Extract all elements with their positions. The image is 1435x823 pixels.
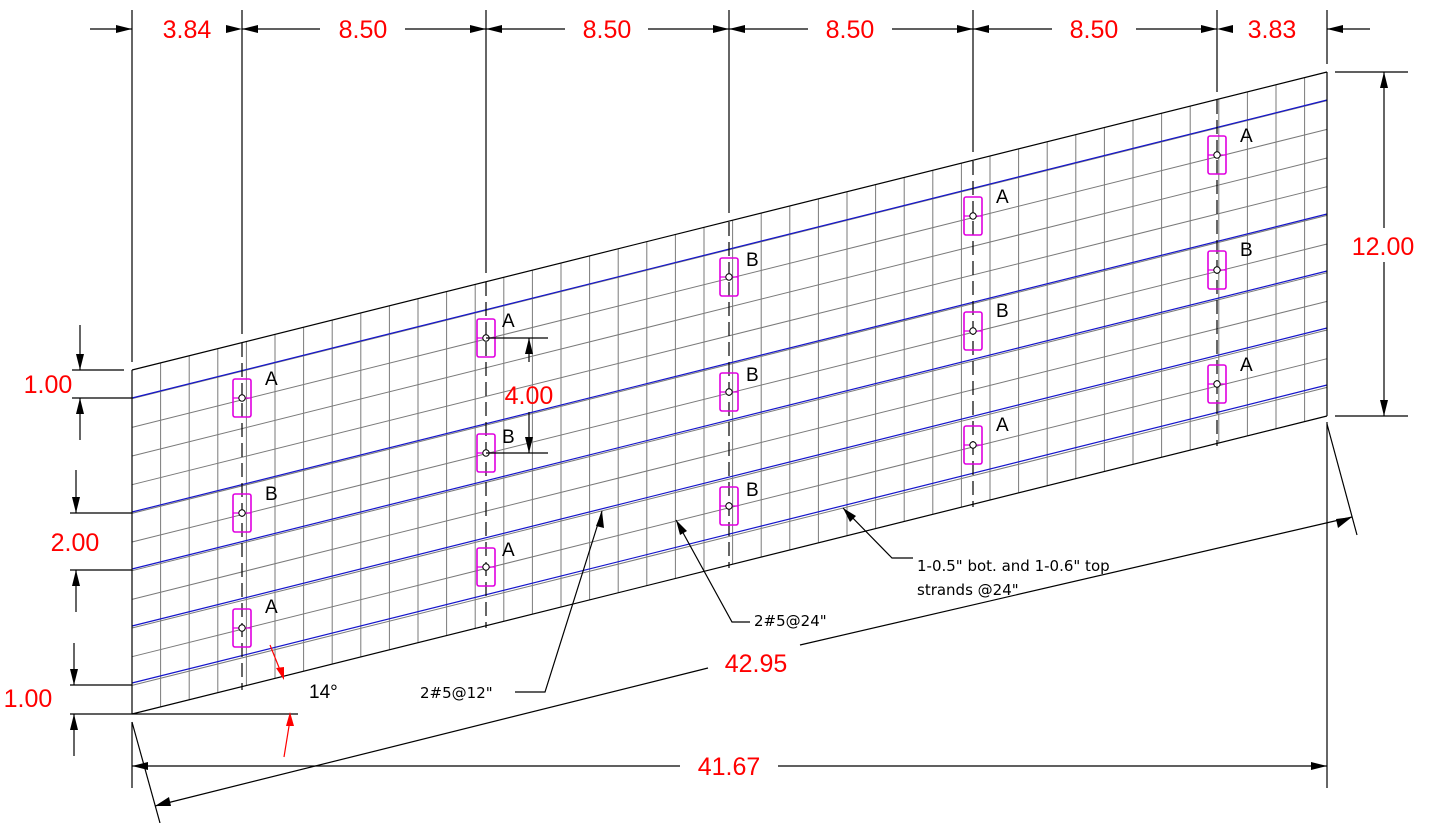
overall-length-label: 41.67 bbox=[698, 753, 761, 781]
lifting-insert bbox=[1207, 135, 1227, 175]
insert-center bbox=[725, 502, 733, 510]
top-dim-4-label: 8.50 bbox=[826, 16, 875, 44]
insert-label: B bbox=[1240, 240, 1253, 261]
lifting-insert bbox=[963, 196, 983, 236]
insert-spacing-dimension: 4.00 bbox=[486, 337, 554, 454]
insert-center bbox=[238, 394, 246, 402]
insert-label: B bbox=[996, 301, 1009, 322]
top-dim-1-label: 3.84 bbox=[163, 16, 212, 44]
skew-length-label: 42.95 bbox=[725, 650, 788, 678]
dim-segment-4 bbox=[729, 25, 973, 33]
insert-center bbox=[482, 563, 490, 571]
inner-dim-label: 4.00 bbox=[505, 382, 554, 410]
skew-angle-label: 14° bbox=[309, 682, 338, 703]
top-dim-2-label: 8.50 bbox=[339, 16, 388, 44]
insert-center bbox=[969, 212, 977, 220]
top-dim-6-label: 3.83 bbox=[1248, 16, 1297, 44]
lifting-insert bbox=[963, 425, 983, 465]
bars-24-note: 2#5@24" bbox=[754, 612, 827, 630]
lifting-insert bbox=[719, 257, 739, 297]
insert-label: B bbox=[746, 365, 759, 386]
insert-label: A bbox=[502, 540, 515, 561]
insert-label: A bbox=[996, 415, 1009, 436]
strand-note-line1: 1-0.5" bot. and 1-0.6" top bbox=[917, 557, 1110, 575]
lifting-insert bbox=[232, 608, 252, 648]
top-dim-5-label: 8.50 bbox=[1070, 16, 1119, 44]
lifting-insert bbox=[476, 547, 496, 587]
insert-center bbox=[969, 327, 977, 335]
insert-label: A bbox=[996, 187, 1009, 208]
lifting-insert bbox=[232, 378, 252, 418]
insert-label: A bbox=[502, 311, 515, 332]
right-dim-label: 12.00 bbox=[1352, 233, 1415, 261]
insert-center bbox=[1213, 151, 1221, 159]
arrow-head bbox=[1380, 400, 1388, 416]
overall-length-dimension: 41.67 bbox=[131, 422, 1328, 788]
skew-angle-indicator: 14° bbox=[132, 644, 338, 758]
insert-label: B bbox=[746, 250, 759, 271]
left-dim-1-label: 1.00 bbox=[24, 371, 73, 399]
strand-callout: 1-0.5" bot. and 1-0.6" top strands @24" bbox=[842, 507, 1110, 599]
ext-line bbox=[131, 721, 161, 823]
skew-length-dimension: 42.95 bbox=[131, 423, 1358, 823]
left-dim-2-label: 2.00 bbox=[51, 529, 100, 557]
lifting-insert bbox=[719, 486, 739, 526]
insert-center bbox=[969, 441, 977, 449]
strand-line bbox=[131, 270, 1328, 570]
insert-label: A bbox=[265, 369, 278, 390]
strand-line bbox=[131, 327, 1328, 627]
arrow-head bbox=[1217, 25, 1233, 33]
insert-label: A bbox=[265, 597, 278, 618]
top-dim-3-label: 8.50 bbox=[583, 16, 632, 44]
ext-line bbox=[1326, 423, 1358, 536]
bars-12-callout: 2#5@12" bbox=[420, 510, 604, 702]
arrow-head bbox=[1380, 72, 1388, 88]
dim-segment-3 bbox=[486, 25, 729, 33]
grid-bar bbox=[131, 386, 1328, 686]
right-height-dimension: 12.00 bbox=[1335, 71, 1415, 417]
callout-notes: 1-0.5" bot. and 1-0.6" top strands @24" … bbox=[420, 507, 1110, 702]
bars-12-note: 2#5@12" bbox=[420, 684, 493, 702]
lifting-insert bbox=[1207, 364, 1227, 404]
insert-center bbox=[725, 273, 733, 281]
strand-note-line2: strands @24" bbox=[917, 581, 1019, 599]
insert-labels: A B A A B A B B B A B A A B A bbox=[265, 126, 1253, 618]
insert-label: A bbox=[1240, 355, 1253, 376]
lifting-inserts bbox=[232, 135, 1227, 648]
lifting-insert bbox=[1207, 250, 1227, 290]
insert-label: B bbox=[746, 480, 759, 501]
dim-segment-5 bbox=[973, 25, 1217, 33]
insert-center bbox=[725, 388, 733, 396]
left-dim-3-label: 1.00 bbox=[4, 685, 53, 713]
bars-24-callout: 2#5@24" bbox=[675, 519, 827, 630]
panel-top-edge bbox=[131, 71, 1328, 371]
insert-center bbox=[1213, 266, 1221, 274]
insert-center bbox=[1213, 380, 1221, 388]
insert-label: A bbox=[1240, 126, 1253, 147]
insert-center bbox=[238, 624, 246, 632]
lifting-insert bbox=[232, 493, 252, 533]
grid-bar bbox=[131, 329, 1328, 629]
arrow-head bbox=[226, 25, 242, 33]
insert-label: B bbox=[502, 427, 515, 448]
top-dimension-chain: 3.84 8.50 8.50 8.50 8.50 3.83 bbox=[90, 10, 1370, 362]
lifting-insert bbox=[719, 372, 739, 412]
left-dimension-chain: 1.00 2.00 1.00 bbox=[4, 325, 132, 756]
insert-center bbox=[238, 509, 246, 517]
arrow-head bbox=[116, 25, 132, 33]
grid-bar bbox=[131, 272, 1328, 572]
arrow-head bbox=[1327, 25, 1343, 33]
lifting-insert bbox=[963, 311, 983, 351]
insert-label: B bbox=[265, 484, 278, 505]
dim-segment-2 bbox=[242, 25, 486, 33]
